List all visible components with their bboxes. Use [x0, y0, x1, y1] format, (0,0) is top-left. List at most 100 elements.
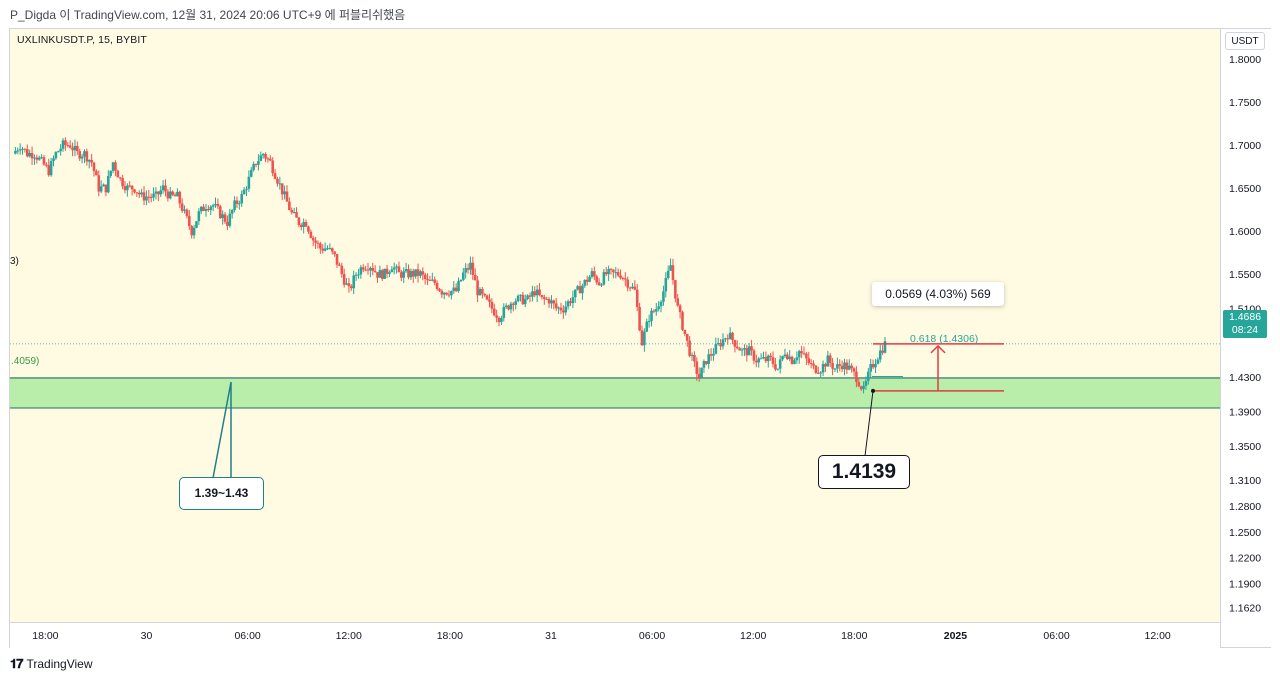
price-axis[interactable]: 1.80001.75001.70001.65001.60001.55001.51… [1220, 29, 1271, 647]
candle-body [335, 254, 339, 265]
symbol-info: UXLINKUSDT.P, 15, BYBIT [17, 34, 147, 46]
candle-body [809, 363, 813, 365]
candle-body [828, 355, 832, 363]
candle-body [118, 177, 122, 179]
candle-body [302, 222, 305, 227]
candle-body [35, 157, 39, 160]
candle-body [149, 197, 153, 199]
candle-body [783, 354, 787, 357]
candle-body [428, 279, 432, 281]
candle-body [276, 178, 279, 184]
candle-body [647, 321, 651, 323]
candle-body [526, 295, 529, 299]
candle-body [466, 268, 470, 270]
candle-body [171, 191, 174, 195]
candle-body [400, 272, 403, 278]
candle-body [457, 281, 460, 292]
candle-body [90, 159, 93, 163]
candle-body [852, 368, 856, 372]
candle-body [755, 360, 758, 363]
candle-body [531, 291, 534, 297]
candle-body [876, 359, 880, 364]
candle-body [269, 158, 272, 161]
candle-body [757, 358, 761, 363]
candle-body [319, 243, 322, 249]
candle-body [61, 140, 65, 149]
candle-body [188, 216, 191, 227]
candle-body [795, 357, 799, 361]
candle-body [488, 299, 491, 302]
candle-body [54, 152, 58, 159]
candle-body [264, 154, 267, 159]
candle-body [633, 286, 637, 290]
candle-body [712, 353, 715, 356]
candle-body [814, 365, 818, 373]
candle-body [164, 185, 167, 192]
candle-body [178, 191, 182, 204]
candle-body [847, 365, 851, 370]
candle-body [593, 271, 596, 277]
currency-button[interactable]: USDT [1225, 32, 1265, 50]
candle-body [652, 310, 656, 312]
candle-body [759, 358, 763, 360]
x-tick-label: 18:00 [32, 630, 58, 642]
candle-body [168, 191, 172, 199]
y-tick-label: 1.3100 [1229, 475, 1261, 487]
x-tick-label: 12:00 [336, 630, 362, 642]
candle-body [218, 206, 222, 219]
candle-body [423, 274, 427, 280]
candle-body [624, 278, 627, 280]
candle-body [869, 363, 873, 372]
candle-body [283, 191, 286, 195]
candle-body [552, 300, 556, 304]
candle-body [323, 248, 327, 251]
support-zone-callout[interactable]: 1.39~1.43 [179, 477, 264, 510]
candle-body [297, 217, 301, 225]
candle-body [230, 210, 234, 214]
candle-body [807, 358, 811, 364]
candle-body [609, 268, 613, 270]
candle-body [214, 204, 217, 206]
candle-body [109, 170, 112, 176]
tradingview-logo-icon: 𝟏𝟕 [10, 656, 24, 671]
candle-body [859, 386, 863, 390]
candle-body [14, 150, 17, 154]
candle-body [585, 279, 589, 282]
candle-body [123, 186, 127, 191]
candle-body [481, 288, 484, 294]
candle-body [554, 303, 558, 309]
footer-brand[interactable]: 𝟏𝟕 TradingView [10, 656, 93, 672]
time-axis[interactable]: 18:00 30 06:00 12:00 18:00 31 06:00 12:00 18:00 2… [10, 622, 1220, 648]
y-tick-label: 1.1620 [1229, 602, 1261, 614]
candle-body [857, 382, 861, 387]
plot-area[interactable] [10, 29, 1220, 622]
candle-body [345, 283, 348, 285]
candle-body [64, 140, 67, 146]
fib-level-label: 0.618 (1.4306) [910, 333, 979, 345]
y-tick-label: 1.2800 [1229, 501, 1261, 513]
candle-body [824, 363, 827, 367]
candle-body [509, 303, 513, 310]
candle-body [628, 287, 632, 289]
candle-body [87, 159, 91, 162]
candle-body [152, 193, 155, 198]
candle-body [838, 364, 842, 366]
low-price-callout[interactable]: 1.4139 [818, 455, 910, 489]
y-tick-label: 1.2200 [1229, 553, 1261, 565]
candle-body [128, 185, 132, 187]
candle-body [92, 162, 96, 172]
candle-body [781, 356, 784, 360]
candle-body [540, 295, 544, 298]
candle-body [657, 306, 660, 310]
candle-body [538, 289, 541, 296]
candle-body [819, 372, 822, 374]
candle-body [85, 151, 89, 162]
candle-body [469, 262, 472, 270]
candle-body [254, 163, 258, 165]
indicator-legend-fragment: 3) [10, 256, 19, 267]
candle-body [185, 209, 189, 217]
candle-body [743, 348, 746, 350]
last-price-value: 1.4686 [1228, 311, 1262, 323]
candle-body [697, 373, 701, 378]
